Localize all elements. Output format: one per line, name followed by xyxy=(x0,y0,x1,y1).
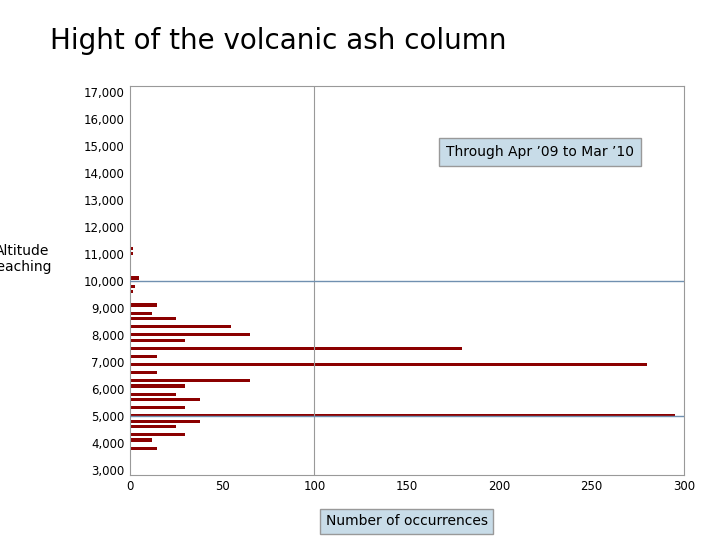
Bar xyxy=(130,433,185,436)
Bar xyxy=(130,420,200,423)
Bar xyxy=(130,266,132,269)
Bar xyxy=(130,303,157,307)
Bar xyxy=(130,339,185,342)
Bar xyxy=(130,347,462,350)
Bar xyxy=(130,185,132,188)
Bar xyxy=(130,414,675,417)
Bar xyxy=(130,379,250,382)
Text: Altitude
reaching: Altitude reaching xyxy=(0,244,52,274)
Bar xyxy=(130,355,157,358)
Bar xyxy=(130,317,176,320)
Bar xyxy=(130,325,231,328)
Bar xyxy=(130,247,133,250)
Bar xyxy=(130,438,152,442)
Bar xyxy=(130,398,200,401)
Bar xyxy=(130,333,250,336)
Bar xyxy=(130,285,135,288)
Bar xyxy=(130,290,133,293)
Bar xyxy=(130,276,139,280)
Bar xyxy=(130,384,185,388)
Bar xyxy=(130,393,176,396)
Bar xyxy=(130,312,152,315)
Bar xyxy=(130,406,185,409)
Bar xyxy=(130,117,132,120)
Bar xyxy=(130,252,133,255)
Bar xyxy=(130,131,132,134)
Bar xyxy=(130,447,157,450)
Text: Through Apr ’09 to Mar ’10: Through Apr ’09 to Mar ’10 xyxy=(446,145,634,159)
Bar xyxy=(130,371,157,374)
Text: Number of occurrences: Number of occurrences xyxy=(325,514,488,528)
Bar xyxy=(130,425,176,428)
Text: Hight of the volcanic ash column: Hight of the volcanic ash column xyxy=(50,27,507,55)
Bar xyxy=(130,363,647,366)
